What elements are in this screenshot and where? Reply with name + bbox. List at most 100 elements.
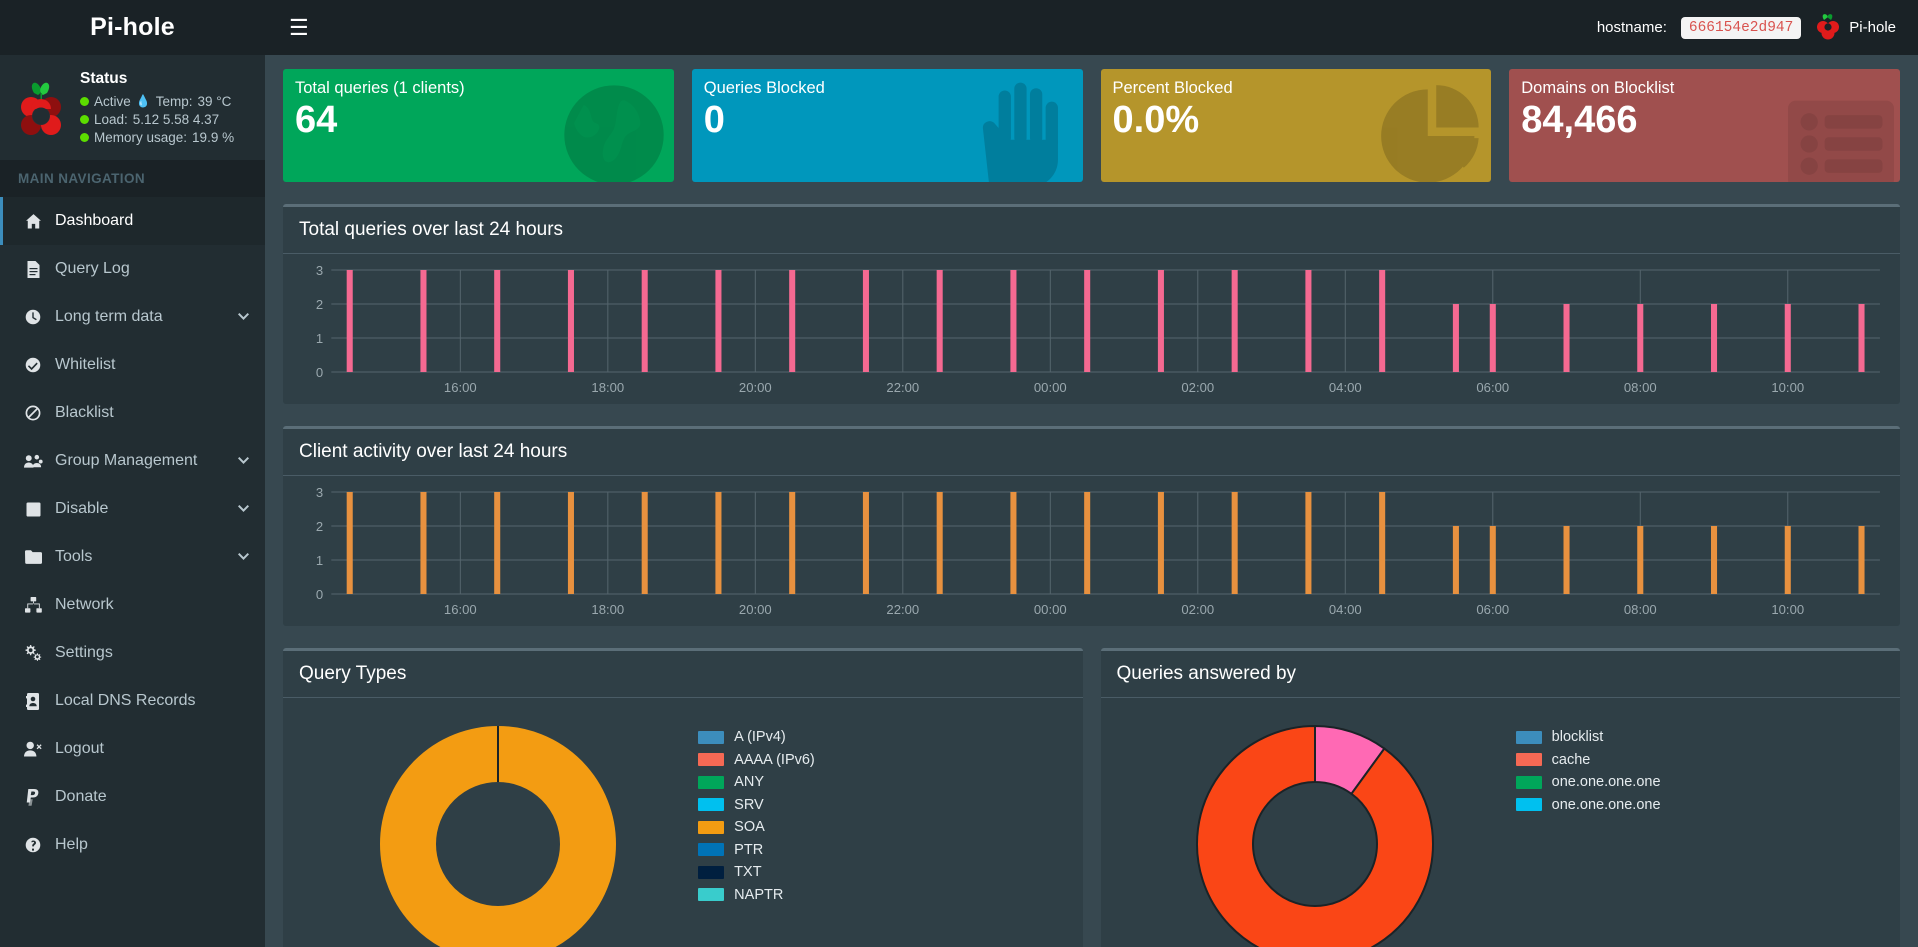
sidebar-item-label: Network (55, 596, 114, 614)
stat-box-percent-blocked[interactable]: Percent Blocked 0.0% (1100, 69, 1492, 182)
donut-queries-answered-by[interactable] (1115, 714, 1516, 947)
svg-text:00:00: 00:00 (1034, 602, 1067, 617)
legend-item[interactable]: TXT (698, 861, 1068, 884)
hostname-value: 666154e2d947 (1680, 16, 1802, 39)
stat-box-value: 84,466 (1521, 99, 1638, 141)
legend-item[interactable]: cache (1515, 749, 1886, 772)
sidebar-item-label: Blacklist (55, 404, 114, 422)
chevron-down-icon[interactable] (238, 502, 249, 516)
users-icon (21, 453, 45, 469)
legend-queries-answered-by: blocklist cache one.one.one.one one.one.one… (1515, 714, 1886, 817)
legend-item[interactable]: PTR (698, 839, 1068, 862)
globe-icon (560, 81, 668, 182)
legend-item[interactable]: SOA (698, 816, 1068, 839)
sidebar-item-whitelist[interactable]: Whitelist (0, 341, 265, 389)
sidebar-item-logout[interactable]: Logout (0, 725, 265, 773)
sitemap-icon (21, 597, 45, 614)
topbar-right: hostname: 666154e2d947 Pi-hole (1597, 12, 1896, 44)
sidebar-item-local-dns-records[interactable]: Local DNS Records (0, 677, 265, 725)
stat-box-queries-blocked[interactable]: Queries Blocked 0 (691, 69, 1083, 182)
legend-item[interactable]: A (IPv4) (698, 726, 1068, 749)
sidebar-nav: Dashboard Query Log Long term data Whitelis… (0, 197, 265, 869)
panel-title-client-activity: Client activity over last 24 hours (283, 429, 1900, 476)
sidebar-item-blacklist[interactable]: Blacklist (0, 389, 265, 437)
legend-item[interactable]: SRV (698, 794, 1068, 817)
legend-label: one.one.one.one (1551, 774, 1661, 791)
status-load-label: Load: (94, 111, 128, 127)
sidebar-item-group-management[interactable]: Group Management (0, 437, 265, 485)
legend-item[interactable]: AAAA (IPv6) (698, 749, 1068, 772)
folder-icon (21, 550, 45, 565)
svg-text:22:00: 22:00 (886, 380, 919, 395)
legend-swatch-icon (698, 888, 725, 902)
brand-title: Pi-hole (90, 13, 175, 41)
question-icon (21, 837, 45, 853)
square-icon (21, 502, 45, 517)
legend-item[interactable]: one.one.one.one (1515, 794, 1886, 817)
svg-text:0: 0 (316, 365, 323, 380)
stat-box-total-queries-1-clients[interactable]: Total queries (1 clients) 64 (283, 69, 674, 182)
legend-swatch-icon (698, 753, 725, 767)
user-name: Pi-hole (1849, 19, 1896, 36)
status-heading: Status (80, 70, 128, 87)
svg-text:20:00: 20:00 (739, 380, 772, 395)
sidebar-item-long-term-data[interactable]: Long term data (0, 293, 265, 341)
legend-swatch-icon (698, 730, 725, 744)
legend-item[interactable]: blocklist (1515, 726, 1886, 749)
sidebar-item-query-log[interactable]: Query Log (0, 245, 265, 293)
legend-swatch-icon (698, 865, 725, 879)
status-panel: Status Active 💧 Temp: 39 °C Load: 5.12 5… (0, 55, 265, 160)
list-icon (1788, 99, 1894, 182)
ban-icon (21, 405, 45, 421)
legend-swatch-icon (1515, 730, 1542, 744)
stat-boxes-row: Total queries (1 clients) 64 Queries Block… (283, 69, 1900, 182)
paypal-icon (21, 788, 45, 806)
sidebar-item-disable[interactable]: Disable (0, 485, 265, 533)
sidebar-item-label: Settings (55, 644, 113, 662)
brand-logo[interactable]: Pi-hole (0, 0, 265, 55)
status-load-row: Load: 5.12 5.58 4.37 (80, 111, 234, 129)
top-navbar: ☰ hostname: 666154e2d947 (265, 0, 1918, 55)
svg-text:06:00: 06:00 (1476, 602, 1509, 617)
donut-query-types[interactable] (297, 714, 698, 947)
sidebar-item-help[interactable]: Help (0, 821, 265, 869)
sidebar-item-label: Whitelist (55, 356, 116, 374)
svg-text:06:00: 06:00 (1476, 380, 1509, 395)
sidebar-item-tools[interactable]: Tools (0, 533, 265, 581)
stat-box-domains-on-blocklist[interactable]: Domains on Blocklist 84,466 (1509, 69, 1900, 182)
user-times-icon (21, 741, 45, 757)
panel-client-activity: Client activity over last 24 hours 0 1 2 3 1… (283, 426, 1900, 626)
memory-dot-icon (80, 132, 89, 142)
legend-label: one.one.one.one (1551, 796, 1661, 813)
stat-box-title: Domains on Blocklist (1521, 79, 1675, 97)
sidebar-item-settings[interactable]: Settings (0, 629, 265, 677)
panel-title-queries-answered-by: Queries answered by (1100, 651, 1900, 698)
status-temp-value: 39 °C (197, 93, 232, 109)
legend-item[interactable]: one.one.one.one (1515, 771, 1886, 794)
legend-swatch-icon (698, 775, 725, 789)
chevron-down-icon[interactable] (238, 550, 249, 564)
svg-text:16:00: 16:00 (444, 380, 477, 395)
chevron-down-icon[interactable] (238, 454, 249, 468)
chart-total-queries[interactable]: 0 1 2 3 16:00 18:00 20:00 22:00 00:00 02:00 04:00 0… (297, 264, 1886, 398)
chevron-down-icon[interactable] (238, 310, 249, 324)
svg-text:2: 2 (316, 519, 323, 534)
legend-swatch-icon (698, 820, 725, 834)
sidebar-item-label: Group Management (55, 452, 198, 470)
thermometer-icon: 💧 (135, 93, 151, 108)
legend-item[interactable]: NAPTR (698, 884, 1068, 907)
gears-icon (21, 645, 45, 662)
stat-box-title: Total queries (1 clients) (295, 79, 465, 97)
chart-client-activity[interactable]: 0 1 2 3 16:00 18:00 20:00 22:00 00:00 02:00 04:00 0… (297, 486, 1886, 620)
user-menu[interactable]: Pi-hole (1815, 12, 1896, 44)
address-book-icon (21, 692, 45, 710)
sidebar-item-dashboard[interactable]: Dashboard (0, 197, 265, 246)
sidebar-item-network[interactable]: Network (0, 581, 265, 629)
sidebar-item-donate[interactable]: Donate (0, 773, 265, 821)
legend-item[interactable]: ANY (698, 771, 1068, 794)
hamburger-icon[interactable]: ☰ (289, 14, 309, 40)
sidebar-item-label: Tools (55, 548, 93, 566)
sidebar-item-label: Local DNS Records (55, 692, 196, 710)
legend-label: SOA (734, 819, 765, 836)
